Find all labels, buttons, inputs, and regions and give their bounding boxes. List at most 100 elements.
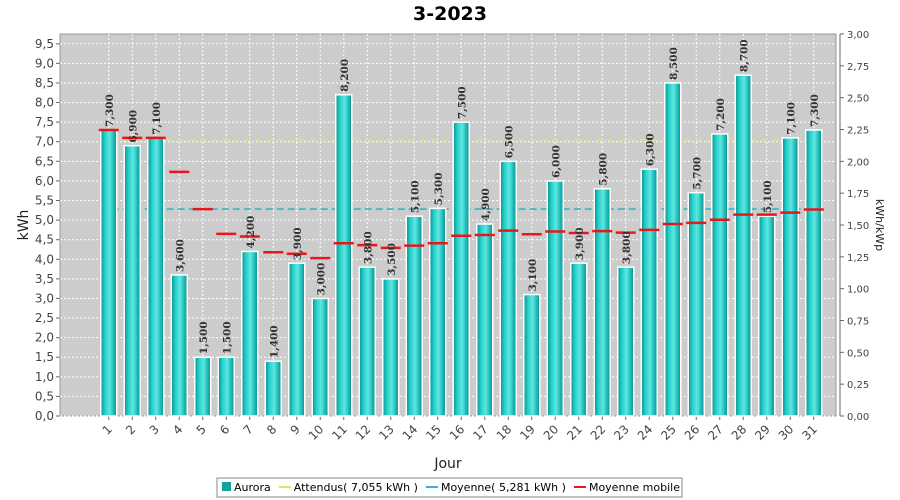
x-tick-label: 12 (353, 422, 374, 443)
y-tick-label: 2,5 (35, 311, 54, 325)
data-label: 7,300 (809, 94, 821, 127)
data-label: 7,500 (456, 86, 468, 119)
y-tick-label: 3,5 (35, 272, 54, 286)
data-label: 7,300 (104, 94, 116, 127)
data-label: 4,200 (245, 216, 257, 249)
y-tick-label: 0,5 (35, 389, 54, 403)
x-tick-label: 7 (241, 422, 256, 437)
y-right-tick-label: 1,50 (847, 221, 869, 232)
y-right-tick-label: 2,75 (847, 62, 869, 73)
data-label: 3,500 (386, 243, 398, 276)
x-tick-label: 18 (494, 422, 515, 443)
y-right-tick-label: 2,00 (847, 157, 869, 168)
bar (781, 137, 799, 417)
y-tick-label: 5,5 (35, 194, 54, 208)
data-label: 4,900 (480, 188, 492, 221)
data-label: 8,200 (339, 59, 351, 92)
data-labels: 7,300 6,900 7,100 3,600 1,500 1,500 4,200 1,400… (104, 39, 821, 358)
x-tick-label: 4 (170, 422, 185, 437)
x-tick-label: 15 (423, 422, 444, 443)
bar (523, 293, 541, 417)
y-tick-label: 1,0 (35, 370, 54, 384)
data-label: 3,900 (292, 227, 304, 260)
x-tick-label: 13 (376, 422, 397, 443)
data-label: 5,700 (691, 157, 703, 190)
y-right-tick-label: 0,00 (847, 412, 869, 423)
x-tick-label: 19 (517, 422, 538, 443)
x-tick-label: 8 (264, 422, 279, 437)
bar (358, 266, 376, 417)
data-label: 7,100 (151, 102, 163, 135)
legend-label: Attendus( 7,055 kWh ) (294, 481, 418, 494)
x-tick-label: 3 (147, 422, 162, 437)
data-label: 6,000 (550, 145, 562, 178)
data-label: 7,100 (785, 102, 797, 135)
y-axis-right: 0,00 0,25 0,50 0,75 1,00 1,25 1,50 1,75 2,00 2,25… (839, 30, 869, 423)
x-tick-label: 27 (705, 422, 726, 443)
y-tick-label: 0,0 (35, 409, 54, 423)
bar (640, 168, 658, 417)
x-tick-label: 21 (564, 422, 585, 443)
bar (711, 133, 729, 417)
data-label: 8,700 (738, 39, 750, 72)
x-tick-label: 10 (306, 422, 327, 443)
x-tick-label: 20 (541, 422, 562, 443)
y-right-tick-label: 3,00 (847, 30, 869, 41)
data-label: 3,000 (315, 263, 327, 296)
bar (288, 262, 306, 417)
y-tick-label: 2,0 (35, 331, 54, 345)
legend-label: Moyenne mobile (589, 481, 680, 494)
data-label: 3,900 (574, 227, 586, 260)
x-axis: 1 2 3 4 5 6 7 8 9 10 11 12 13 14 15 16 17 18 19 20 21 22 23 24 2… (100, 416, 820, 443)
bar (593, 188, 611, 417)
data-label: 6,300 (644, 133, 656, 166)
y-right-tick-label: 0,25 (847, 380, 869, 391)
x-tick-label: 11 (329, 422, 350, 443)
x-tick-label: 16 (447, 422, 468, 443)
legend-box (216, 477, 683, 498)
data-label: 3,800 (362, 231, 374, 264)
y-tick-label: 4,0 (35, 252, 54, 266)
data-label: 6,500 (503, 125, 515, 158)
bar (546, 180, 564, 417)
bar (335, 93, 353, 417)
y-tick-label: 5,0 (35, 213, 54, 227)
bar (147, 137, 165, 417)
bar (194, 356, 212, 417)
y-tick-label: 4,5 (35, 233, 54, 247)
y-axis-label: kWh (16, 210, 32, 241)
plot-area (59, 33, 837, 417)
x-tick-label: 5 (194, 422, 209, 437)
x-axis-label: Jour (433, 456, 462, 472)
bar (452, 121, 470, 417)
x-tick-label: 26 (682, 422, 703, 443)
bar (664, 82, 682, 417)
x-tick-label: 29 (752, 422, 773, 443)
bar (429, 207, 447, 417)
chart-title: 3-2023 (413, 3, 487, 25)
bar (570, 262, 588, 417)
x-tick-label: 25 (658, 422, 679, 443)
y-tick-label: 3,0 (35, 291, 54, 305)
legend: Aurora Attendus( 7,055 kWh ) Moyenne( 5,28… (216, 477, 683, 498)
moving-average (98, 128, 824, 260)
data-label: 5,800 (597, 153, 609, 186)
data-label: 5,300 (433, 172, 445, 205)
x-tick-label: 23 (611, 422, 632, 443)
y-tick-label: 6,5 (35, 154, 54, 168)
legend-swatch-aurora (222, 482, 231, 491)
x-tick-label: 28 (729, 422, 750, 443)
bars (100, 74, 823, 417)
y-axis-right-label: kWh/kWp (873, 199, 886, 251)
bar (476, 223, 494, 417)
y-tick-label: 7,5 (35, 115, 54, 129)
x-tick-label: 31 (799, 422, 820, 443)
y-right-tick-label: 0,50 (847, 348, 869, 359)
y-right-tick-label: 1,25 (847, 253, 869, 264)
bar (805, 129, 823, 417)
bar (217, 356, 235, 417)
data-label: 1,400 (268, 325, 280, 358)
data-label: 6,900 (127, 110, 139, 143)
data-label: 3,800 (621, 231, 633, 264)
x-tick-label: 17 (470, 422, 491, 443)
